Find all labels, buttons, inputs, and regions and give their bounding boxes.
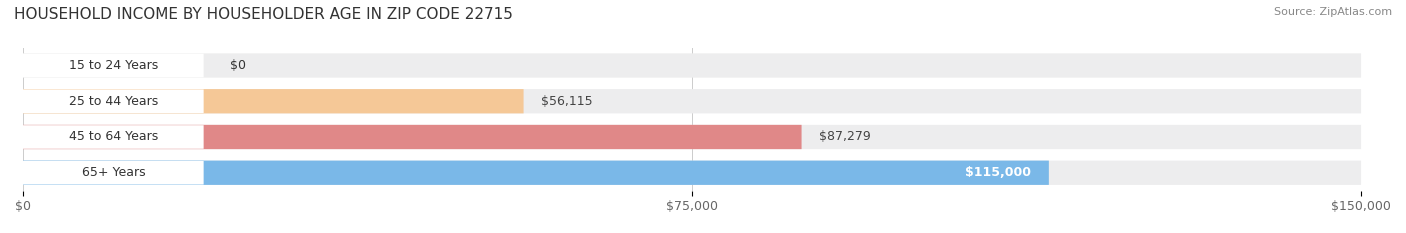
FancyBboxPatch shape bbox=[22, 53, 1361, 78]
FancyBboxPatch shape bbox=[14, 161, 204, 185]
FancyBboxPatch shape bbox=[22, 125, 1361, 149]
FancyBboxPatch shape bbox=[22, 125, 801, 149]
Text: $87,279: $87,279 bbox=[820, 130, 872, 144]
FancyBboxPatch shape bbox=[14, 54, 204, 77]
Text: 25 to 44 Years: 25 to 44 Years bbox=[69, 95, 157, 108]
Text: HOUSEHOLD INCOME BY HOUSEHOLDER AGE IN ZIP CODE 22715: HOUSEHOLD INCOME BY HOUSEHOLDER AGE IN Z… bbox=[14, 7, 513, 22]
Text: 45 to 64 Years: 45 to 64 Years bbox=[69, 130, 157, 144]
FancyBboxPatch shape bbox=[22, 89, 523, 113]
Text: $0: $0 bbox=[231, 59, 246, 72]
FancyBboxPatch shape bbox=[14, 89, 204, 113]
Text: Source: ZipAtlas.com: Source: ZipAtlas.com bbox=[1274, 7, 1392, 17]
Text: $115,000: $115,000 bbox=[965, 166, 1031, 179]
FancyBboxPatch shape bbox=[22, 161, 1361, 185]
FancyBboxPatch shape bbox=[22, 161, 1049, 185]
FancyBboxPatch shape bbox=[14, 125, 204, 149]
Text: 65+ Years: 65+ Years bbox=[82, 166, 145, 179]
Text: $56,115: $56,115 bbox=[541, 95, 593, 108]
FancyBboxPatch shape bbox=[22, 89, 1361, 113]
Text: 15 to 24 Years: 15 to 24 Years bbox=[69, 59, 157, 72]
